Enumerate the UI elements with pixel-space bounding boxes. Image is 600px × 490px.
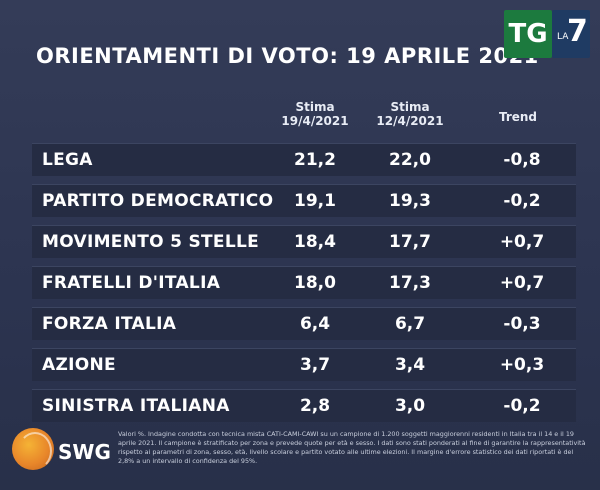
methodology-footnote: Valori %. Indagine condotta con tecnica … bbox=[118, 430, 586, 465]
la7-logo: LA 7 bbox=[552, 10, 590, 58]
la7-logo-la: LA bbox=[557, 32, 569, 42]
table-row: SINISTRA ITALIANA 2,8 3,0 -0,2 bbox=[32, 389, 576, 422]
table-row: FRATELLI D'ITALIA 18,0 17,3 +0,7 bbox=[32, 266, 576, 299]
trend-value: -0,3 bbox=[503, 314, 541, 334]
column-header-date: 12/4/2021 bbox=[376, 114, 444, 128]
value-12-4: 3,4 bbox=[394, 355, 426, 375]
value-19-4: 3,7 bbox=[299, 355, 331, 375]
table-row: MOVIMENTO 5 STELLE 18,4 17,7 +0,7 bbox=[32, 225, 576, 258]
value-19-4: 2,8 bbox=[299, 396, 331, 416]
value-12-4: 17,7 bbox=[389, 232, 431, 252]
column-header-label: Stima bbox=[390, 100, 430, 114]
value-12-4: 19,3 bbox=[389, 191, 431, 211]
table-row: FORZA ITALIA 6,4 6,7 -0,3 bbox=[32, 307, 576, 340]
la7-logo-seven: 7 bbox=[567, 14, 588, 49]
value-12-4: 22,0 bbox=[389, 150, 431, 170]
column-header-stima-12-4: Stima 12/4/2021 bbox=[365, 100, 455, 128]
swg-logo-text: SWG bbox=[58, 440, 111, 464]
party-name: AZIONE bbox=[42, 355, 116, 375]
column-header-date: 19/4/2021 bbox=[281, 114, 349, 128]
party-name: LEGA bbox=[42, 150, 93, 170]
value-19-4: 18,4 bbox=[294, 232, 336, 252]
value-19-4: 18,0 bbox=[294, 273, 336, 293]
page-title: ORIENTAMENTI DI VOTO: 19 APRILE 2021 bbox=[36, 44, 539, 68]
party-name: SINISTRA ITALIANA bbox=[42, 396, 230, 416]
trend-value: -0,8 bbox=[503, 150, 541, 170]
party-name: FRATELLI D'ITALIA bbox=[42, 273, 221, 293]
tg-logo-text: TG bbox=[508, 19, 548, 49]
table-row: PARTITO DEMOCRATICO 19,1 19,3 -0,2 bbox=[32, 184, 576, 217]
table-row: LEGA 21,2 22,0 -0,8 bbox=[32, 143, 576, 176]
value-12-4: 3,0 bbox=[394, 396, 426, 416]
value-19-4: 6,4 bbox=[299, 314, 331, 334]
column-header-label: Stima bbox=[295, 100, 335, 114]
table-row: AZIONE 3,7 3,4 +0,3 bbox=[32, 348, 576, 381]
column-header-trend: Trend bbox=[498, 110, 538, 124]
party-name: FORZA ITALIA bbox=[42, 314, 177, 334]
value-12-4: 17,3 bbox=[389, 273, 431, 293]
party-name: PARTITO DEMOCRATICO bbox=[42, 191, 274, 211]
trend-value: -0,2 bbox=[503, 396, 541, 416]
trend-value: +0,7 bbox=[499, 273, 545, 293]
value-19-4: 19,1 bbox=[294, 191, 336, 211]
column-header-stima-19-4: Stima 19/4/2021 bbox=[270, 100, 360, 128]
swg-globe-icon bbox=[12, 428, 54, 470]
value-12-4: 6,7 bbox=[394, 314, 426, 334]
trend-value: -0,2 bbox=[503, 191, 541, 211]
trend-value: +0,3 bbox=[499, 355, 545, 375]
party-name: MOVIMENTO 5 STELLE bbox=[42, 232, 259, 252]
value-19-4: 21,2 bbox=[294, 150, 336, 170]
tg-logo: TG bbox=[504, 10, 552, 58]
trend-value: +0,7 bbox=[499, 232, 545, 252]
